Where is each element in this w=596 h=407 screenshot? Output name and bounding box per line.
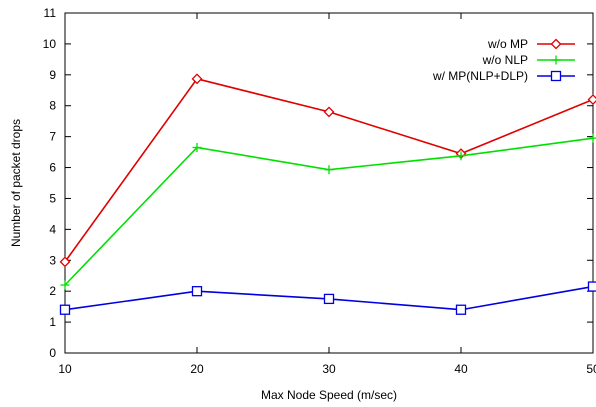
data-point-w-o-nlp (192, 142, 202, 152)
series-layer (59, 73, 596, 315)
legend-label: w/o NLP (482, 53, 528, 67)
data-point-w-mp-nlp-dlp (323, 293, 335, 305)
x-tick-label: 50 (586, 362, 596, 376)
y-tick-label: 8 (49, 99, 56, 113)
y-tick-label: 1 (49, 315, 56, 329)
y-tick-label: 11 (44, 6, 57, 20)
data-point-w-o-mp (323, 106, 335, 118)
data-point-w-mp-nlp-dlp (191, 286, 203, 297)
data-point-w-mp-nlp-dlp (59, 304, 71, 315)
y-tick-label: 9 (49, 68, 56, 82)
legend-marker (550, 38, 562, 50)
y-tick-label: 2 (49, 284, 56, 298)
x-tick-label: 30 (322, 362, 336, 376)
data-point-w-o-nlp (60, 280, 70, 290)
data-point-w-o-nlp (588, 133, 596, 143)
y-axis-label: Number of packet drops (9, 119, 23, 247)
legend-marker (551, 55, 561, 65)
legend-marker (550, 70, 562, 82)
data-point-w-o-nlp (456, 151, 466, 161)
legend-label: w/o MP (487, 37, 528, 51)
y-tick-label: 7 (49, 130, 56, 144)
data-point-w-o-mp (59, 256, 71, 268)
axis-ticks: 0 1 2 3 4 5 6 7 8 9 10 11 10 20 30 40 50 (43, 6, 596, 376)
x-tick-label: 10 (58, 362, 72, 376)
data-point-w-mp-nlp-dlp (455, 304, 467, 315)
data-point-w-mp-nlp-dlp (587, 281, 596, 292)
x-tick-label: 20 (190, 362, 204, 376)
y-tick-label: 6 (49, 161, 56, 175)
y-tick-label: 4 (49, 222, 56, 236)
x-tick-label: 40 (454, 362, 468, 376)
legend: w/o MP w/o NLP w/ MP(NLP+DLP) (432, 37, 575, 83)
x-axis-label: Max Node Speed (m/sec) (261, 388, 397, 402)
data-point-w-o-nlp (324, 165, 334, 175)
legend-label: w/ MP(NLP+DLP) (432, 69, 528, 83)
data-point-w-o-mp (191, 73, 203, 85)
y-tick-label: 3 (49, 253, 56, 267)
y-tick-label: 0 (49, 346, 56, 360)
y-tick-label: 5 (49, 191, 56, 205)
series-line-w-o-nlp (64, 137, 594, 286)
y-tick-label: 10 (43, 37, 57, 51)
data-point-w-o-mp (587, 94, 596, 105)
